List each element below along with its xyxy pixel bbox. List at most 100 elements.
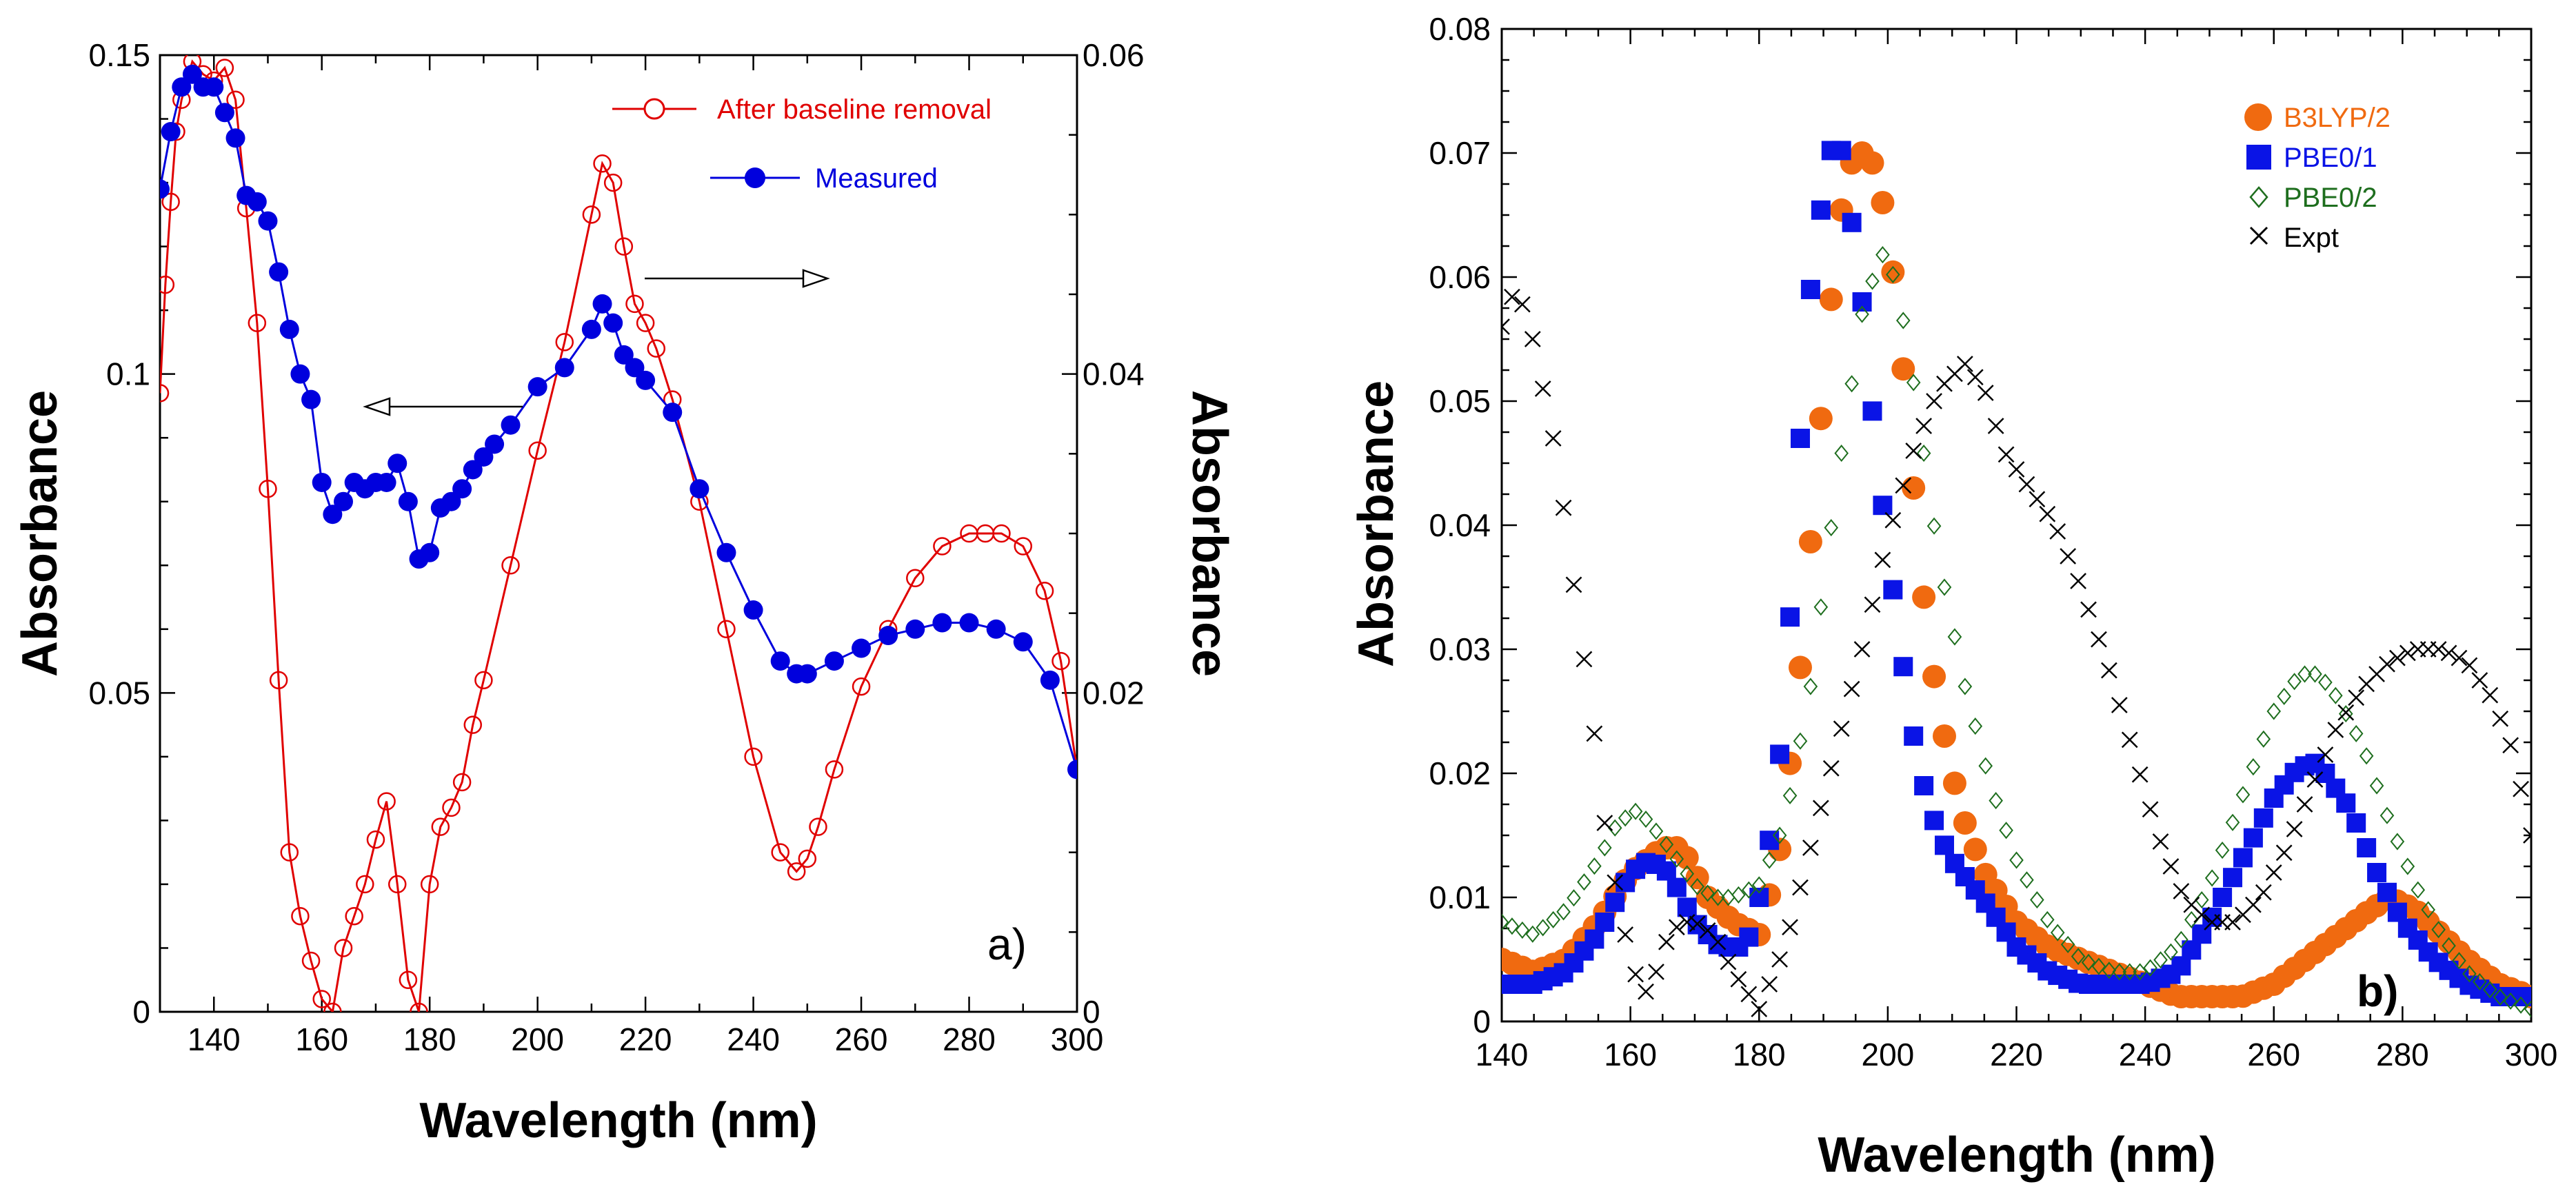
pbe02-point	[1895, 312, 1911, 329]
pbe01-point	[2367, 863, 2387, 882]
b3lyp-point	[1881, 260, 1905, 284]
after-baseline-point	[647, 339, 666, 358]
pbe01-point	[2233, 848, 2253, 868]
measured-point	[690, 479, 710, 499]
pbe01-point	[1584, 929, 1604, 949]
pbe02-point	[2287, 673, 2302, 691]
pbe02-point	[2204, 869, 2220, 887]
expt-point	[2471, 672, 2488, 689]
pbe01-point	[1883, 580, 1903, 600]
legend-label: B3LYP/2	[2284, 103, 2391, 133]
after-baseline-point	[852, 677, 871, 696]
after-baseline-point	[280, 843, 299, 862]
pbe02-point	[2442, 937, 2456, 955]
after-baseline-point	[906, 569, 925, 588]
expt-point	[1730, 970, 1747, 988]
expt-point	[1915, 418, 1933, 434]
measured-point	[463, 460, 483, 480]
measured-point	[501, 415, 521, 435]
measured-point	[554, 358, 574, 378]
after-baseline-point	[323, 1002, 342, 1012]
expt-point	[2245, 896, 2262, 913]
measured-point	[323, 505, 343, 525]
expt-point	[2255, 884, 2272, 901]
measured-point	[398, 491, 418, 511]
pbe02-point	[2246, 758, 2261, 776]
x-tick-label: 220	[1990, 1037, 2043, 1072]
expt-point	[1926, 393, 1942, 409]
panel-a-x-tick-labels: 140 160 180 200 220 240 260 280 300	[188, 1021, 1104, 1057]
pbe02-point	[2277, 687, 2291, 705]
after-baseline-point	[420, 875, 439, 894]
y-tick-label: 0.01	[1429, 879, 1491, 915]
pbe02-point	[2308, 665, 2322, 683]
expt-point	[2008, 461, 2025, 478]
b3lyp-point	[1788, 655, 1812, 680]
legend-label: PBE0/1	[2284, 143, 2377, 173]
pbe02-point	[1742, 881, 1756, 899]
pbe01-point	[1831, 141, 1851, 161]
expt-point	[1884, 511, 1902, 529]
expt-point	[2286, 821, 2303, 837]
expt-point	[1565, 576, 1582, 593]
legend-entry-pbe02: PBE0/2	[2249, 183, 2377, 213]
expt-point	[2440, 644, 2457, 662]
y-tick-label: 0.07	[1429, 135, 1491, 171]
b3lyp-point	[1798, 530, 1822, 553]
after-baseline-point	[259, 479, 277, 498]
pbe02-point	[2235, 786, 2251, 804]
after-baseline-point	[399, 970, 418, 989]
expt-point	[2275, 844, 2293, 862]
pbe02-point	[2379, 806, 2395, 824]
pbe02-point	[1649, 822, 1664, 840]
pbe01-point	[1800, 280, 1820, 299]
pbe02-point	[1556, 903, 1571, 921]
pbe01-point	[1677, 897, 1697, 917]
pbe01-point	[1862, 401, 1882, 421]
pbe02-point	[2050, 924, 2065, 941]
expt-point	[1966, 369, 1984, 386]
measured-point	[1013, 632, 1033, 652]
expt-point	[1802, 839, 1819, 856]
b3lyp-point	[1932, 724, 1956, 748]
after-baseline-point	[555, 333, 574, 352]
b3lyp-point	[1953, 811, 1977, 835]
after-baseline-point	[825, 760, 844, 779]
pbe02-point	[2122, 963, 2137, 981]
pbe01-point	[1605, 893, 1625, 913]
expt-point	[2142, 801, 2159, 818]
pbe02-point	[1906, 374, 1921, 391]
expt-point	[1905, 442, 1922, 459]
measured-point	[1067, 760, 1077, 780]
measured-point	[452, 479, 472, 499]
b3lyp-point	[1912, 585, 1936, 609]
pbe02-point	[2452, 952, 2466, 970]
pbe01-point	[2192, 924, 2212, 944]
pbe02-point	[2164, 943, 2178, 961]
expt-point	[2306, 771, 2324, 788]
expt-point	[2492, 710, 2509, 727]
pbe01-point	[1904, 726, 1924, 746]
after-baseline-point	[809, 817, 827, 836]
b3lyp-point	[1963, 837, 1987, 862]
measured-point	[636, 370, 656, 390]
pbe02-point	[1793, 732, 1808, 750]
measured-point	[182, 64, 202, 84]
expt-point	[2513, 780, 2529, 797]
pbe01-point	[1780, 607, 1800, 627]
expt-point	[2389, 649, 2406, 666]
expt-point	[2348, 689, 2365, 706]
pbe02-point	[1628, 802, 1643, 820]
pbe02-point	[1598, 839, 1612, 857]
measured-point	[301, 389, 321, 409]
pbe02-point	[1813, 598, 1829, 616]
measured-point	[878, 626, 898, 646]
measured-point	[797, 664, 817, 684]
expt-point	[2461, 657, 2478, 674]
pbe02-point	[1505, 917, 1520, 935]
after-baseline-point	[160, 275, 175, 294]
expt-markers	[1502, 288, 2531, 1017]
expt-point	[1586, 725, 1603, 742]
after-baseline-point	[161, 192, 180, 212]
expt-point	[1987, 418, 2004, 434]
